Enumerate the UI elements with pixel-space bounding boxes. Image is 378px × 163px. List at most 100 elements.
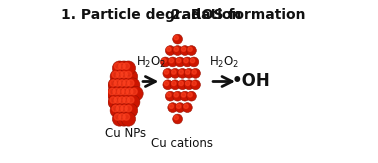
Circle shape [170,80,180,90]
Circle shape [165,46,175,55]
Circle shape [121,105,127,112]
Circle shape [173,91,183,101]
Circle shape [114,63,121,69]
Circle shape [121,61,136,75]
Circle shape [127,80,134,86]
Circle shape [125,105,132,112]
Circle shape [117,61,131,75]
Circle shape [170,68,180,78]
Circle shape [181,93,186,97]
Circle shape [116,86,130,101]
Circle shape [109,88,115,95]
Circle shape [161,57,170,67]
Circle shape [168,57,178,67]
Circle shape [174,93,178,97]
Circle shape [167,47,171,51]
Circle shape [112,112,127,126]
Circle shape [119,103,133,118]
Circle shape [123,63,130,69]
Circle shape [112,61,127,75]
Circle shape [123,97,130,103]
Circle shape [116,71,123,78]
Circle shape [188,93,192,97]
Circle shape [112,71,118,78]
Circle shape [174,47,178,51]
Circle shape [125,78,140,92]
Circle shape [117,78,131,92]
Circle shape [191,80,200,90]
Circle shape [189,57,199,67]
Circle shape [110,97,116,103]
Circle shape [115,103,129,118]
Circle shape [162,58,166,63]
Circle shape [186,81,190,86]
Text: 1. Particle degradation: 1. Particle degradation [61,8,242,22]
Circle shape [129,86,143,101]
Circle shape [180,91,190,101]
Circle shape [119,69,133,84]
Circle shape [177,104,181,108]
Circle shape [123,69,138,84]
Circle shape [114,114,121,120]
Circle shape [190,58,195,63]
Circle shape [107,86,121,101]
Circle shape [117,112,131,126]
Circle shape [179,81,183,86]
Circle shape [112,105,118,112]
Circle shape [125,95,140,109]
Circle shape [119,97,125,103]
Circle shape [192,70,196,74]
Circle shape [183,103,192,112]
Circle shape [173,34,183,44]
Circle shape [121,78,136,92]
Circle shape [192,81,196,86]
Circle shape [187,91,196,101]
Circle shape [110,69,124,84]
Circle shape [110,103,124,118]
Circle shape [187,46,196,55]
Circle shape [116,105,123,112]
Circle shape [179,70,183,74]
Circle shape [184,104,188,108]
Circle shape [108,78,122,92]
Circle shape [169,58,174,63]
Circle shape [173,46,183,55]
Circle shape [184,80,194,90]
Circle shape [163,68,173,78]
Circle shape [180,46,190,55]
Circle shape [123,80,130,86]
Text: H$_2$O$_2$: H$_2$O$_2$ [136,55,166,70]
Circle shape [121,112,136,126]
Circle shape [122,88,129,95]
Circle shape [183,57,192,67]
Circle shape [123,114,130,120]
Circle shape [168,103,178,112]
Circle shape [169,104,174,108]
Circle shape [174,36,178,40]
Circle shape [181,47,186,51]
Circle shape [117,95,131,109]
Circle shape [164,81,169,86]
Text: Cu NPs: Cu NPs [105,127,146,140]
Circle shape [112,78,127,92]
Circle shape [123,103,138,118]
Circle shape [121,95,136,109]
Circle shape [177,58,181,63]
Circle shape [131,88,137,95]
Circle shape [172,81,176,86]
Circle shape [184,68,194,78]
Circle shape [188,47,192,51]
Circle shape [174,115,178,120]
Circle shape [119,80,125,86]
Circle shape [118,88,124,95]
Circle shape [113,88,120,95]
Circle shape [125,71,132,78]
Circle shape [111,86,125,101]
Circle shape [184,58,188,63]
Circle shape [127,97,134,103]
Text: Cu cations: Cu cations [151,137,213,150]
Circle shape [112,95,127,109]
Text: •OH: •OH [232,73,270,90]
Circle shape [178,68,187,78]
Circle shape [175,57,185,67]
